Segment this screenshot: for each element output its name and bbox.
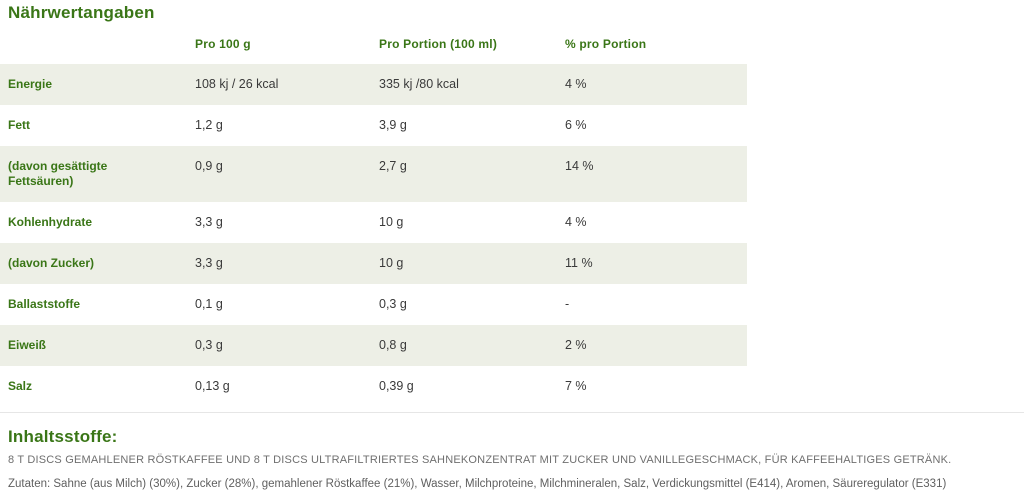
- ingredients-description: 8 T DISCS GEMAHLENER RÖSTKAFFEE UND 8 T …: [8, 454, 952, 466]
- table-row-gesaettigte-fettsaeuren: (davon gesättigte Fettsäuren) 0,9 g 2,7 …: [0, 146, 747, 202]
- table-row-energie: Energie 108 kj / 26 kcal 335 kj /80 kcal…: [0, 64, 747, 105]
- column-header-per-100g: Pro 100 g: [195, 37, 251, 51]
- table-row-kohlenhydrate: Kohlenhydrate 3,3 g 10 g 4 %: [0, 202, 747, 243]
- value-per-portion: 0,39 g: [379, 379, 414, 393]
- row-label: Eiweiß: [8, 338, 47, 352]
- row-label: Kohlenhydrate: [8, 215, 93, 229]
- value-per-100g: 0,3 g: [195, 338, 223, 352]
- value-per-portion: 0,3 g: [379, 297, 407, 311]
- value-per-portion: 2,7 g: [379, 159, 407, 173]
- nutrition-info-section: Nährwertangaben Pro 100 g Pro Portion (1…: [0, 3, 1024, 492]
- value-per-portion: 10 g: [379, 256, 404, 270]
- ingredients-zutaten: Zutaten: Sahne (aus Milch) (30%), Zucker…: [8, 478, 947, 490]
- table-row-davon-zucker: (davon Zucker) 3,3 g 10 g 11 %: [0, 243, 747, 284]
- value-pct-portion: 2 %: [565, 338, 587, 352]
- nutrition-table: Pro 100 g Pro Portion (100 ml) % pro Por…: [0, 37, 747, 407]
- section-divider: [0, 412, 1024, 413]
- value-per-100g: 0,9 g: [195, 159, 223, 173]
- value-pct-portion: 14 %: [565, 159, 594, 173]
- value-per-100g: 108 kj / 26 kcal: [195, 77, 279, 91]
- page-title: Nährwertangaben: [8, 3, 155, 22]
- value-pct-portion: -: [565, 297, 570, 311]
- row-label: Fett: [8, 118, 30, 132]
- value-pct-portion: 6 %: [565, 118, 587, 132]
- value-per-100g: 0,1 g: [195, 297, 223, 311]
- header-empty-cell: [0, 37, 195, 50]
- value-pct-portion: 7 %: [565, 379, 587, 393]
- row-label: (davon gesättigte Fettsäuren): [8, 159, 108, 188]
- value-per-100g: 3,3 g: [195, 256, 223, 270]
- row-label: Salz: [8, 379, 33, 393]
- value-per-100g: 3,3 g: [195, 215, 223, 229]
- value-per-portion: 335 kj /80 kcal: [379, 77, 459, 91]
- row-label: (davon Zucker): [8, 256, 95, 270]
- column-header-pct-portion: % pro Portion: [565, 37, 647, 51]
- value-per-100g: 1,2 g: [195, 118, 223, 132]
- value-pct-portion: 4 %: [565, 215, 587, 229]
- ingredients-section: Inhaltsstoffe: 8 T DISCS GEMAHLENER RÖST…: [0, 427, 1024, 491]
- value-per-portion: 3,9 g: [379, 118, 407, 132]
- row-label: Ballaststoffe: [8, 297, 81, 311]
- column-header-per-portion: Pro Portion (100 ml): [379, 37, 498, 51]
- value-per-portion: 10 g: [379, 215, 404, 229]
- row-label: Energie: [8, 77, 53, 91]
- table-row-salz: Salz 0,13 g 0,39 g 7 %: [0, 366, 747, 407]
- table-row-ballaststoffe: Ballaststoffe 0,1 g 0,3 g -: [0, 284, 747, 325]
- ingredients-heading: Inhaltsstoffe:: [8, 427, 118, 446]
- value-pct-portion: 11 %: [565, 256, 593, 270]
- nutrition-table-header: Pro 100 g Pro Portion (100 ml) % pro Por…: [0, 37, 747, 64]
- value-per-portion: 0,8 g: [379, 338, 407, 352]
- value-per-100g: 0,13 g: [195, 379, 230, 393]
- table-row-fett: Fett 1,2 g 3,9 g 6 %: [0, 105, 747, 146]
- value-pct-portion: 4 %: [565, 77, 587, 91]
- table-row-eiweiss: Eiweiß 0,3 g 0,8 g 2 %: [0, 325, 747, 366]
